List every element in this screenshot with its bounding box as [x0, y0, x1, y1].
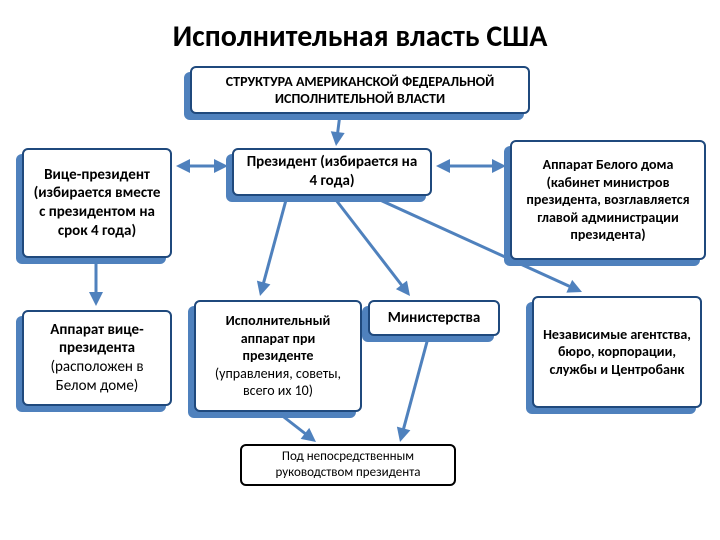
vp-box: Вице-президент (избирается вместе с през… — [22, 148, 172, 258]
exec_office-box: Исполнительный аппарат при президенте(уп… — [194, 300, 362, 412]
subtitle-box: СТРУКТУРА АМЕРИКАНСКОЙ ФЕДЕРАЛЬНОЙ ИСПОЛ… — [190, 66, 530, 114]
page-title: Исполнительная власть США — [0, 0, 720, 55]
wh_staff-box: Аппарат Белого дома (кабинет министров п… — [510, 140, 706, 260]
vp_staff-box: Аппарат вице-президента(расположен в Бел… — [22, 310, 172, 406]
under_president-box: Под непосредственным руководством презид… — [240, 444, 456, 486]
agencies-box: Независимые агентства, бюро, корпорации,… — [532, 296, 702, 408]
ministries-box: Министерства — [368, 300, 500, 336]
president-box: Президент (избирается на 4 года) — [232, 148, 432, 196]
